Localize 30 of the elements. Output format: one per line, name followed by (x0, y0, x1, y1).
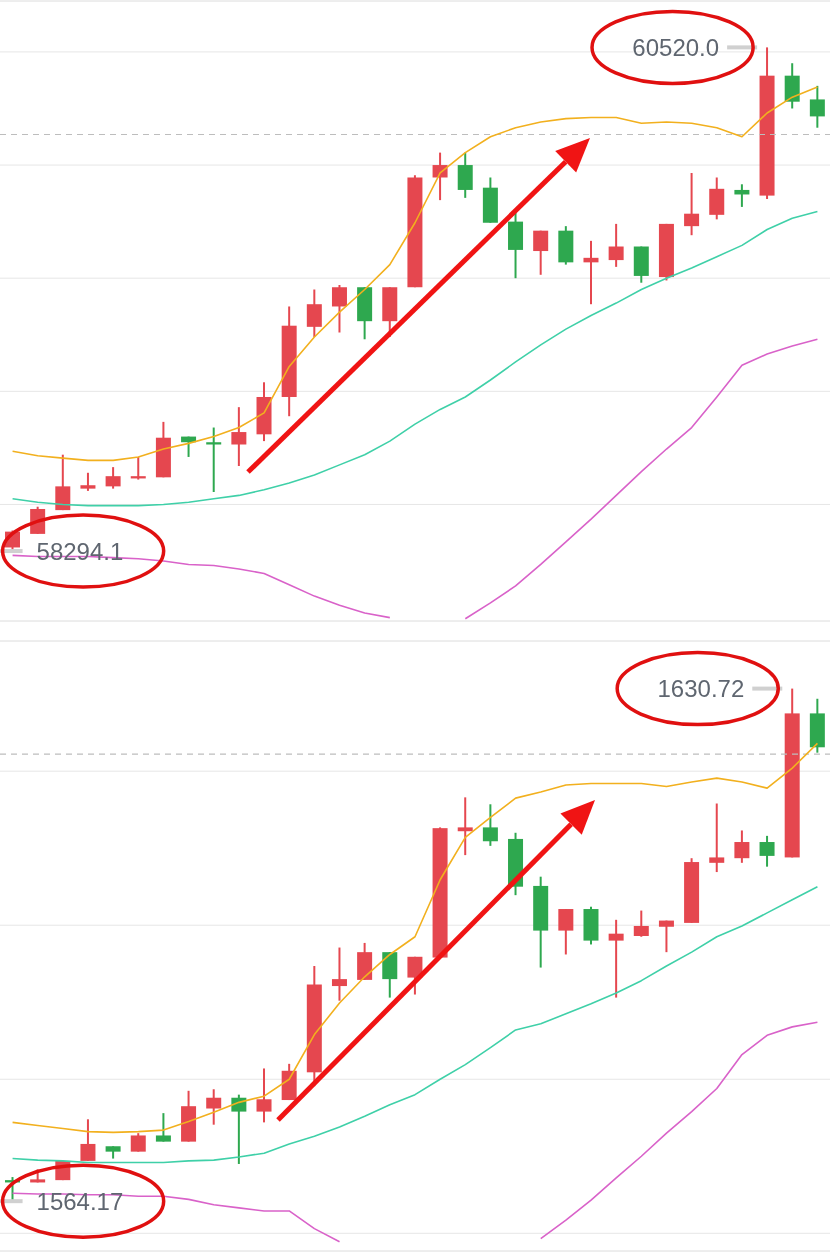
candlestick (709, 802, 725, 874)
candlestick (734, 829, 750, 864)
candlestick (231, 406, 247, 467)
candlestick (633, 909, 649, 938)
candlestick (256, 1067, 272, 1124)
candlestick (809, 84, 825, 129)
candlestick (306, 288, 322, 339)
candlestick (759, 834, 775, 868)
candlestick (608, 918, 624, 999)
candlestick (331, 946, 347, 1002)
candlestick (558, 908, 574, 956)
candlestick (658, 919, 674, 954)
candlestick (55, 453, 71, 512)
candlestick (80, 1118, 96, 1162)
candlestick (130, 1132, 146, 1153)
candlestick (684, 171, 700, 237)
candlestick (206, 426, 222, 494)
candlestick (482, 803, 498, 847)
annotation: 1630.72 (657, 675, 745, 703)
candlestick (155, 1112, 171, 1143)
candlestick (105, 466, 121, 490)
candlestick (533, 229, 549, 276)
candlestick (407, 955, 423, 996)
candlestick (331, 283, 347, 334)
annotation: 1564.17 (36, 1187, 124, 1215)
candlestick (80, 471, 96, 492)
annotation: 60520.0 (632, 33, 720, 61)
candlestick (457, 796, 473, 857)
candlestick (206, 1088, 222, 1126)
candlestick (608, 222, 624, 268)
